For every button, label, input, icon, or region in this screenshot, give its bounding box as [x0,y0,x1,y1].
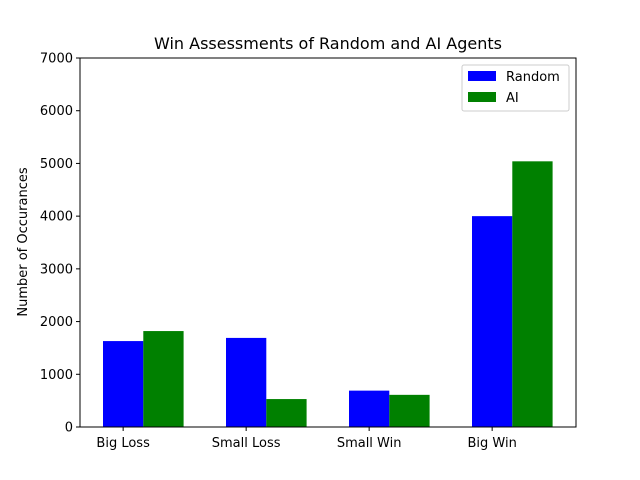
chart-title: Win Assessments of Random and AI Agents [154,34,502,53]
x-tick-label: Small Win [337,436,402,451]
x-axis-ticks: Big Loss Small Loss Small Win Big Win [96,427,517,451]
bars-group [103,161,553,427]
x-tick-label: Big Loss [96,436,150,451]
bar-random-big-loss [103,341,144,427]
legend-label-random: Random [506,70,560,85]
x-tick-label: Big Win [467,436,516,451]
bar-random-small-loss [226,337,267,427]
legend: Random AI [461,64,570,112]
y-tick-label: 0 [65,421,73,436]
y-tick-label: 5000 [40,157,73,172]
bar-ai-small-win [389,394,430,427]
y-tick-label: 2000 [40,315,73,330]
x-tick-label: Small Loss [212,436,281,451]
legend-swatch-ai [468,92,496,102]
bar-ai-big-win [512,161,553,427]
y-tick-label: 7000 [40,52,73,67]
bar-ai-big-loss [143,331,184,427]
bar-random-big-win [472,216,513,427]
y-axis-title: Number of Occurances [16,167,31,316]
legend-swatch-random [468,71,496,81]
y-tick-label: 4000 [40,210,73,225]
y-tick-label: 6000 [40,104,73,119]
y-tick-label: 1000 [40,368,73,383]
bar-random-small-win [349,390,390,427]
y-axis-ticks: 0 1000 2000 3000 4000 5000 6000 7000 [40,52,80,436]
plot-frame [79,57,577,428]
y-tick-label: 3000 [40,262,73,277]
bar-ai-small-loss [266,399,307,427]
legend-label-ai: AI [506,91,519,106]
